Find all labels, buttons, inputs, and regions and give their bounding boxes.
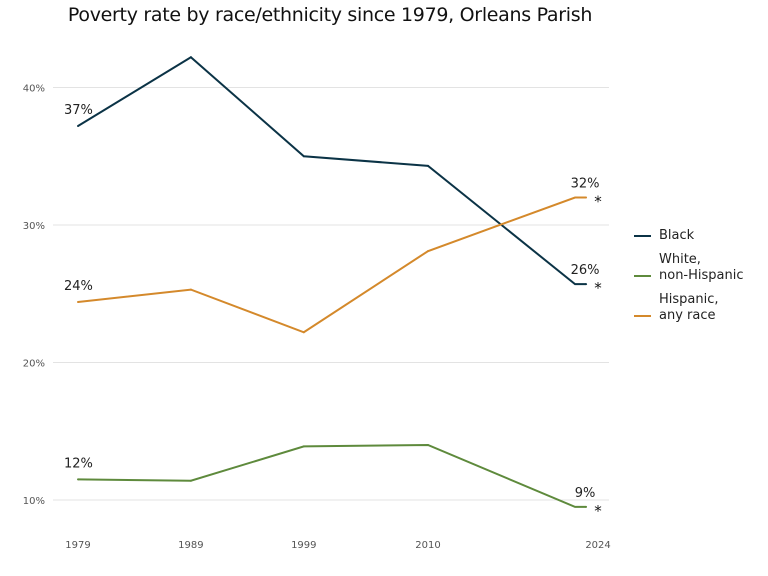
data-point-hispanic-any-race — [189, 288, 192, 291]
gridlines — [53, 87, 609, 501]
end-value-label: 9% — [575, 486, 596, 501]
legend-item: Black — [634, 228, 768, 244]
legend-label: White, non-Hispanic — [659, 252, 744, 283]
legend-item: White, non-Hispanic — [634, 252, 768, 284]
y-tick-label: 10% — [23, 496, 45, 507]
data-point-black — [189, 56, 192, 59]
x-tick-label: 1989 — [178, 540, 203, 551]
data-point-hispanic-any-race — [77, 301, 79, 303]
start-value-label: 24% — [64, 279, 93, 294]
data-point-black — [77, 125, 79, 127]
legend-item: Hispanic, any race — [634, 292, 768, 324]
data-point-white-non-hispanic — [77, 478, 79, 481]
legend-swatch — [634, 315, 651, 317]
x-tick-label: 1979 — [65, 540, 90, 551]
series-line-white-non-hispanic — [77, 443, 587, 508]
data-labels: 37%26%*12%9%*24%32%* — [64, 103, 602, 520]
significance-marker: * — [594, 279, 602, 297]
data-point-hispanic-any-race — [302, 331, 305, 334]
start-value-label: 37% — [64, 103, 93, 118]
data-point-hispanic-any-race — [426, 250, 429, 253]
data-point-white-non-hispanic — [302, 445, 305, 448]
series-line-black — [77, 56, 587, 286]
data-point-white-non-hispanic — [426, 444, 429, 446]
x-tick-label: 2010 — [415, 540, 440, 551]
x-axis-ticks: 1979 1989 1999 2010 2024 — [65, 540, 611, 551]
significance-marker: * — [594, 193, 602, 211]
y-axis-ticks: 10% 20% 30% 40% — [23, 84, 45, 508]
x-tick-label: 2024 — [585, 540, 610, 551]
legend-swatch — [634, 235, 651, 237]
legend-label: Hispanic, any race — [659, 292, 719, 323]
y-tick-label: 30% — [23, 221, 45, 232]
chart-title: Poverty rate by race/ethnicity since 197… — [67, 4, 593, 26]
data-point-black — [426, 164, 429, 167]
legend-swatch — [634, 275, 651, 277]
start-value-label: 12% — [64, 456, 93, 471]
legend-label: Black — [659, 228, 695, 243]
x-tick-label: 1999 — [291, 540, 316, 551]
series-lines — [77, 56, 588, 508]
significance-marker: * — [594, 502, 602, 520]
y-tick-label: 20% — [23, 359, 45, 370]
data-point-white-non-hispanic — [189, 479, 192, 482]
legend: Black White, non-Hispanic Hispanic, any race — [634, 228, 768, 332]
data-point-black — [585, 283, 588, 286]
series-line-hispanic-any-race — [77, 196, 587, 334]
data-point-hispanic-any-race — [585, 196, 588, 199]
end-value-label: 26% — [571, 263, 600, 278]
y-tick-label: 40% — [23, 84, 45, 95]
end-value-label: 32% — [571, 177, 600, 192]
data-point-white-non-hispanic — [585, 505, 588, 508]
data-point-black — [302, 155, 305, 158]
